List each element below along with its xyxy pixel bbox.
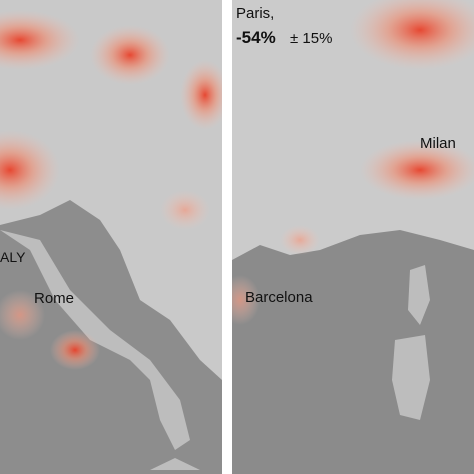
pollution bbox=[350, 0, 474, 70]
pollution bbox=[0, 10, 80, 70]
pollution bbox=[360, 140, 474, 200]
city-label: Barcelona bbox=[245, 289, 313, 306]
city-label: Paris, bbox=[236, 5, 274, 22]
city-label: Milan bbox=[420, 135, 456, 152]
right-panel: Paris, -54% ± 15% Milan Barcelona bbox=[232, 0, 474, 474]
pollution bbox=[180, 60, 222, 130]
pollution bbox=[90, 25, 170, 85]
uncertainty-label: ± 15% bbox=[290, 30, 332, 47]
change-label: -54% bbox=[236, 28, 276, 47]
pollution bbox=[50, 330, 100, 370]
pollution bbox=[160, 190, 210, 230]
country-label: ALY bbox=[0, 249, 26, 265]
city-label: Rome bbox=[34, 290, 74, 307]
pollution bbox=[0, 290, 45, 340]
sicily bbox=[150, 458, 200, 470]
pollution bbox=[232, 275, 260, 325]
sardinia bbox=[392, 335, 430, 420]
left-panel: ALY Rome bbox=[0, 0, 222, 474]
pollution bbox=[280, 225, 320, 255]
corsica bbox=[408, 265, 430, 325]
pollution bbox=[0, 130, 60, 210]
land bbox=[0, 0, 222, 380]
